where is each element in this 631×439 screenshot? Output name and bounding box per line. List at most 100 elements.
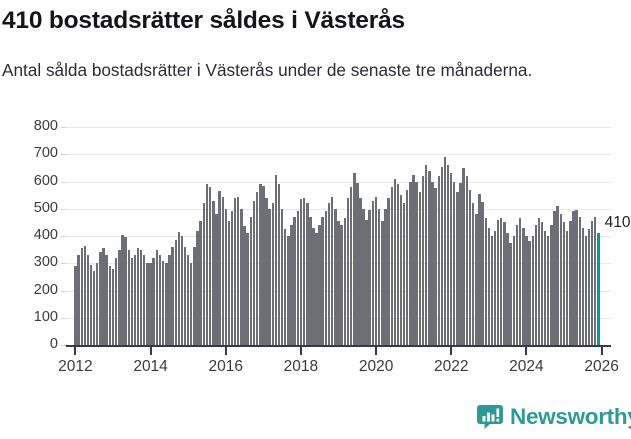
- bar[interactable]: [421, 176, 425, 345]
- bar[interactable]: [440, 166, 444, 345]
- bar[interactable]: [299, 199, 303, 345]
- bar[interactable]: [525, 236, 528, 345]
- bar[interactable]: [83, 245, 86, 345]
- bar[interactable]: [428, 170, 431, 345]
- bar[interactable]: [186, 255, 190, 345]
- bar[interactable]: [230, 211, 234, 345]
- bar[interactable]: [518, 218, 522, 345]
- bar[interactable]: [324, 211, 328, 345]
- bar[interactable]: [114, 257, 118, 345]
- bar[interactable]: [528, 241, 531, 345]
- bar[interactable]: [512, 236, 516, 345]
- bar[interactable]: [177, 231, 180, 345]
- bar[interactable]: [327, 203, 331, 345]
- bar[interactable]: [118, 249, 121, 345]
- bar[interactable]: [309, 216, 312, 345]
- bar[interactable]: [180, 236, 183, 345]
- bar-highlighted[interactable]: [597, 233, 600, 345]
- bar[interactable]: [553, 211, 556, 345]
- bar[interactable]: [371, 200, 375, 345]
- bar[interactable]: [306, 203, 309, 345]
- bar[interactable]: [506, 233, 509, 345]
- bar[interactable]: [434, 188, 437, 345]
- bar[interactable]: [224, 208, 227, 345]
- bar[interactable]: [146, 263, 149, 345]
- bar[interactable]: [537, 218, 541, 345]
- bar[interactable]: [562, 222, 566, 345]
- bar[interactable]: [199, 221, 202, 345]
- bar[interactable]: [227, 221, 230, 345]
- bar[interactable]: [155, 249, 159, 345]
- bar[interactable]: [384, 208, 387, 345]
- bar[interactable]: [578, 216, 582, 345]
- bar[interactable]: [450, 173, 453, 345]
- bar[interactable]: [447, 165, 450, 345]
- bar[interactable]: [572, 211, 575, 345]
- bar[interactable]: [287, 236, 290, 345]
- bar[interactable]: [124, 237, 127, 345]
- bar[interactable]: [494, 230, 497, 345]
- bar[interactable]: [515, 225, 519, 345]
- bar[interactable]: [565, 230, 569, 345]
- bar[interactable]: [139, 249, 143, 345]
- bar[interactable]: [165, 263, 168, 345]
- bar[interactable]: [381, 221, 384, 345]
- bar[interactable]: [462, 167, 465, 345]
- bar[interactable]: [590, 221, 594, 345]
- bar[interactable]: [133, 255, 136, 345]
- bar[interactable]: [233, 197, 237, 345]
- bar[interactable]: [475, 214, 478, 345]
- bar[interactable]: [293, 216, 296, 345]
- bar[interactable]: [312, 227, 315, 345]
- bar[interactable]: [359, 197, 362, 345]
- bar[interactable]: [544, 230, 547, 345]
- bar[interactable]: [569, 221, 572, 345]
- bar[interactable]: [456, 192, 459, 345]
- bar[interactable]: [431, 181, 434, 345]
- bar[interactable]: [540, 222, 544, 345]
- bar[interactable]: [102, 248, 105, 345]
- bar[interactable]: [236, 196, 240, 345]
- bar[interactable]: [259, 184, 262, 345]
- bar[interactable]: [459, 182, 462, 345]
- bar[interactable]: [296, 211, 300, 345]
- bar[interactable]: [274, 174, 277, 345]
- bar[interactable]: [95, 263, 99, 345]
- bar[interactable]: [221, 196, 224, 345]
- bar[interactable]: [587, 229, 591, 345]
- bar[interactable]: [152, 257, 155, 345]
- bar[interactable]: [471, 203, 475, 345]
- bar[interactable]: [547, 236, 550, 345]
- bar[interactable]: [412, 174, 415, 345]
- bar[interactable]: [127, 249, 130, 345]
- bar[interactable]: [356, 182, 359, 345]
- bar[interactable]: [437, 176, 441, 345]
- bar[interactable]: [377, 208, 381, 345]
- bar[interactable]: [268, 208, 271, 345]
- bar[interactable]: [212, 200, 215, 345]
- bar[interactable]: [108, 265, 112, 345]
- bar[interactable]: [396, 184, 400, 345]
- bar[interactable]: [277, 184, 281, 345]
- bar[interactable]: [196, 230, 199, 345]
- bar[interactable]: [74, 265, 77, 345]
- bar[interactable]: [280, 208, 284, 345]
- bar[interactable]: [481, 201, 484, 345]
- bar[interactable]: [581, 227, 585, 345]
- bar[interactable]: [390, 186, 394, 345]
- bar[interactable]: [290, 225, 293, 345]
- bar[interactable]: [111, 268, 115, 345]
- bar[interactable]: [500, 218, 503, 345]
- bar[interactable]: [337, 221, 340, 345]
- bar[interactable]: [252, 200, 256, 345]
- bar[interactable]: [559, 214, 563, 345]
- bar[interactable]: [265, 197, 268, 345]
- bar[interactable]: [424, 165, 428, 345]
- bar[interactable]: [349, 186, 353, 345]
- newsworthy-logo[interactable]: Newsworthy: [477, 402, 631, 432]
- bar[interactable]: [149, 263, 152, 345]
- bar[interactable]: [255, 192, 259, 345]
- bar[interactable]: [522, 227, 525, 345]
- bar[interactable]: [86, 255, 90, 345]
- bar[interactable]: [415, 181, 418, 345]
